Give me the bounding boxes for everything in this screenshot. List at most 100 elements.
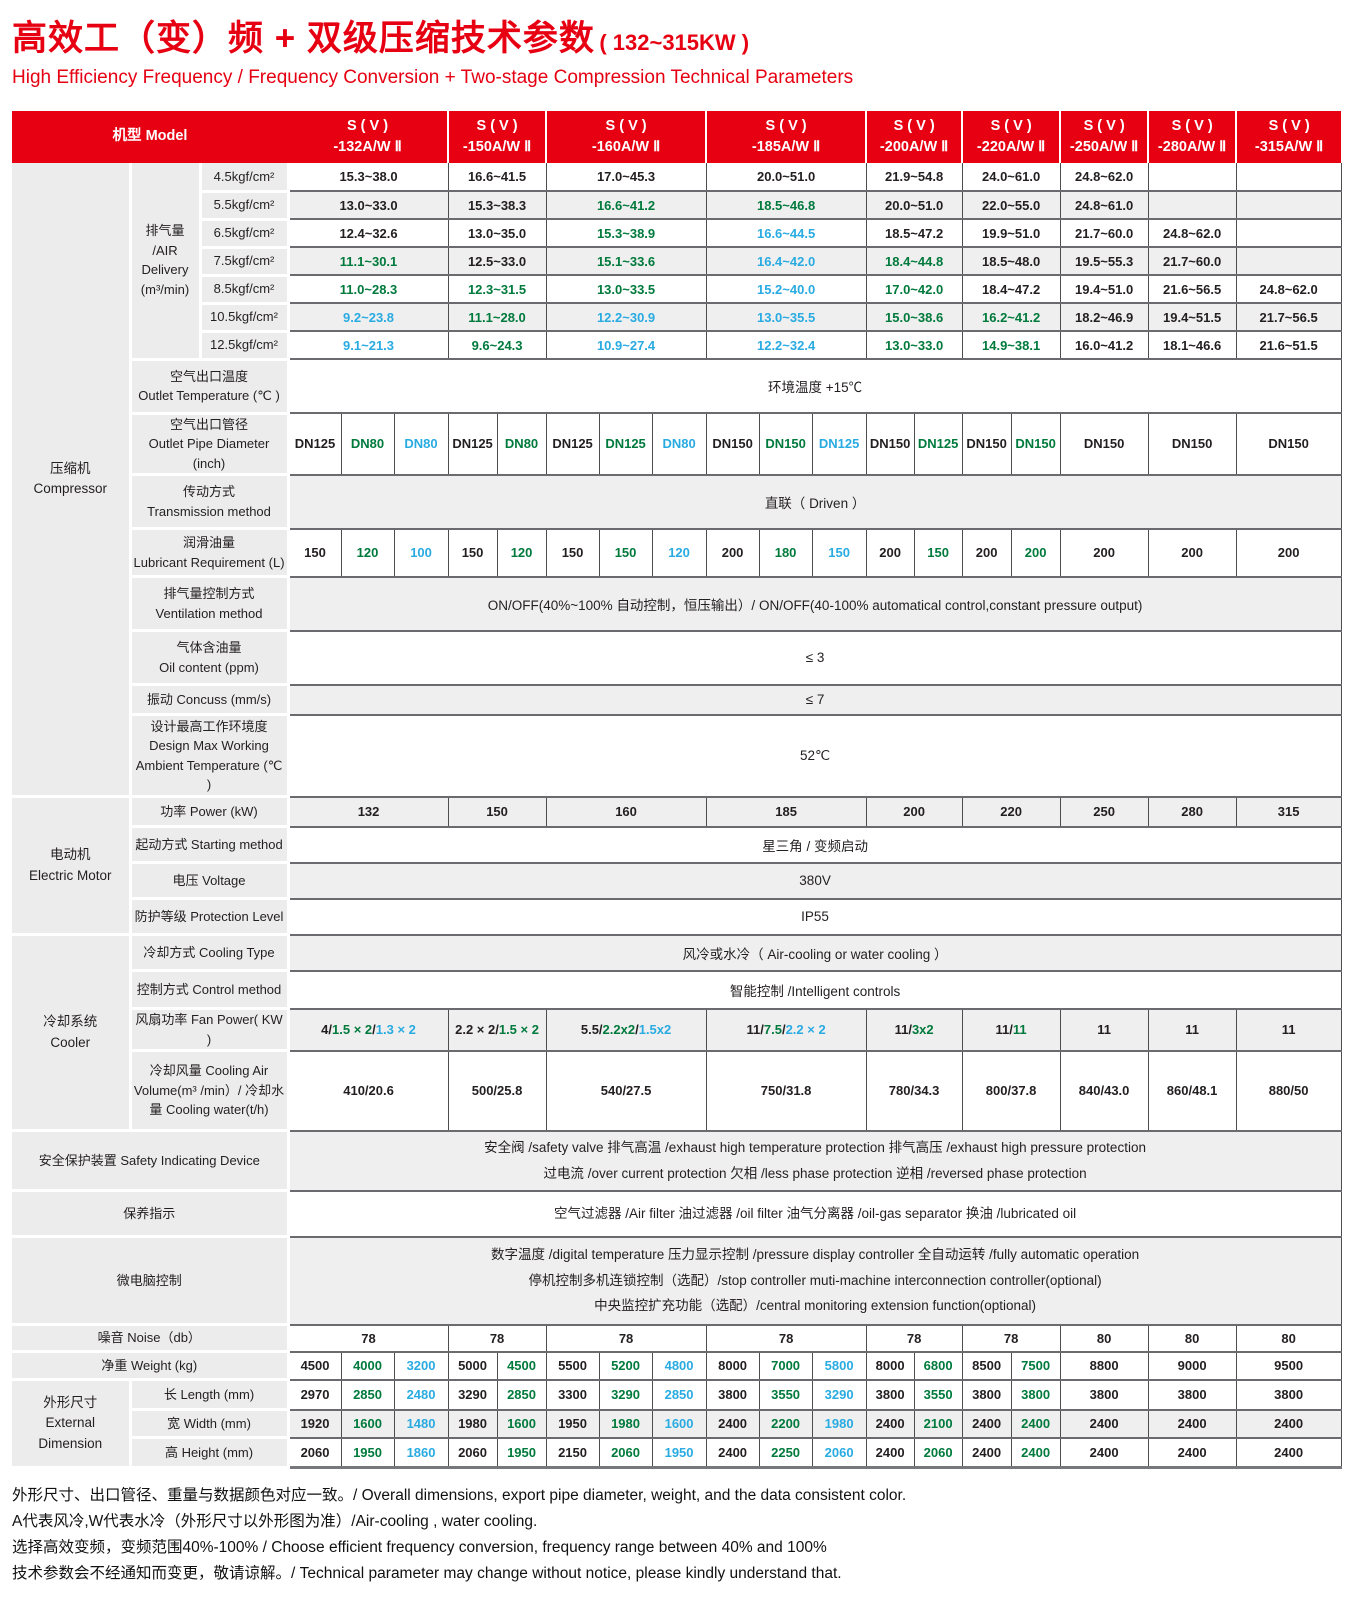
value-cell: 19.4~51.5 bbox=[1147, 303, 1237, 332]
row-label: 风扇功率 Fan Power( KW ) bbox=[130, 1008, 290, 1052]
row-label: 振动 Concuss (mm/s) bbox=[130, 684, 290, 716]
value-cell: 2400 bbox=[865, 1409, 915, 1439]
value-cell: 3800 bbox=[1010, 1379, 1061, 1411]
value-cell: 6800 bbox=[913, 1351, 963, 1381]
value-cell: 150 bbox=[287, 528, 342, 578]
value-cell: 20.0~51.0 bbox=[865, 191, 963, 220]
value-cell: 11/3x2 bbox=[865, 1008, 963, 1052]
row-label: 防护等级 Protection Level bbox=[130, 898, 290, 936]
value-cell: 200 bbox=[1059, 528, 1149, 578]
value-cell: 13.0~33.0 bbox=[287, 191, 449, 220]
model-header: S ( V ) -132A/W Ⅱ bbox=[288, 111, 449, 163]
air-delivery-label: 排气量 /AIR Delivery (m³/min) bbox=[130, 163, 202, 361]
value-cell: 12.2~30.9 bbox=[545, 303, 707, 332]
parameter-rows: 压缩机 Compressor 排气量 /AIR Delivery (m³/min) 4… bbox=[12, 163, 1342, 1469]
value-cell: 3300 bbox=[545, 1379, 600, 1411]
value-cell: 4800 bbox=[651, 1351, 707, 1381]
value-cell: 2400 bbox=[1010, 1437, 1061, 1469]
value-cell: 13.0~35.5 bbox=[705, 303, 867, 332]
model-header: S ( V ) -280A/W Ⅱ bbox=[1147, 111, 1237, 163]
model-header: S ( V ) -160A/W Ⅱ bbox=[545, 111, 707, 163]
value-cell: 3800 bbox=[865, 1379, 915, 1411]
value-cell: 1950 bbox=[651, 1437, 707, 1469]
value-cell: 1980 bbox=[598, 1409, 653, 1439]
value-cell: 13.0~33.0 bbox=[865, 331, 963, 360]
value-cell: 9500 bbox=[1235, 1351, 1342, 1381]
value-cell: 2400 bbox=[1059, 1409, 1149, 1439]
value-cell: 11 bbox=[1147, 1008, 1237, 1052]
value-cell: 4000 bbox=[340, 1351, 395, 1381]
value-cell: DN150 bbox=[865, 413, 915, 476]
value-cell: 150 bbox=[598, 528, 653, 578]
row-label: 空气出口温度 Outlet Temperature (℃ ) bbox=[130, 359, 290, 415]
value-cell: DN125 bbox=[598, 413, 653, 476]
value-cell: 1950 bbox=[545, 1409, 600, 1439]
merged-value-cell: 风冷或水冷（ Air-cooling or water cooling ） bbox=[287, 934, 1342, 972]
value-cell: 1600 bbox=[340, 1409, 395, 1439]
pressure-label: 10.5kgf/cm² bbox=[200, 303, 290, 333]
value-cell: DN150 bbox=[1235, 413, 1342, 476]
value-cell: DN80 bbox=[651, 413, 707, 476]
value-cell bbox=[1235, 247, 1342, 276]
page-subtitle: High Efficiency Frequency / Frequency Co… bbox=[12, 67, 854, 88]
value-cell: 150 bbox=[545, 528, 600, 578]
value-cell: 19.4~51.0 bbox=[1059, 275, 1149, 304]
value-cell: 185 bbox=[705, 796, 867, 828]
value-cell: 15.0~38.6 bbox=[865, 303, 963, 332]
value-cell: 500/25.8 bbox=[447, 1050, 547, 1132]
value-cell: 18.5~47.2 bbox=[865, 219, 963, 248]
value-cell: 17.0~42.0 bbox=[865, 275, 963, 304]
value-cell: 3800 bbox=[705, 1379, 760, 1411]
row-label: 控制方式 Control method bbox=[130, 970, 290, 1010]
value-cell: 800/37.8 bbox=[961, 1050, 1061, 1132]
value-cell: 18.5~48.0 bbox=[961, 247, 1061, 276]
value-cell: 12.4~32.6 bbox=[287, 219, 449, 248]
value-cell: 2060 bbox=[811, 1437, 867, 1469]
value-cell: 11.1~28.0 bbox=[447, 303, 547, 332]
row-label: 长 Length (mm) bbox=[130, 1379, 290, 1411]
value-cell: 20.0~51.0 bbox=[705, 163, 867, 192]
value-cell: 200 bbox=[1010, 528, 1061, 578]
value-cell bbox=[1147, 163, 1237, 192]
value-cell: 16.2~41.2 bbox=[961, 303, 1061, 332]
value-cell: DN80 bbox=[340, 413, 395, 476]
page-title-zh: 高效工（变）频 + 双级压缩技术参数 bbox=[12, 19, 595, 58]
value-cell: 19.9~51.0 bbox=[961, 219, 1061, 248]
merged-value-cell: IP55 bbox=[287, 898, 1342, 936]
row-label: 润滑油量 Lubricant Requirement (L) bbox=[130, 528, 290, 578]
value-cell: 2250 bbox=[758, 1437, 813, 1469]
pressure-label: 12.5kgf/cm² bbox=[200, 331, 290, 361]
value-cell: 2400 bbox=[1010, 1409, 1061, 1439]
value-cell: 2200 bbox=[758, 1409, 813, 1439]
value-cell: 21.7~60.0 bbox=[1147, 247, 1237, 276]
section-label: 压缩机 Compressor bbox=[12, 163, 132, 798]
merged-value-cell: 智能控制 /Intelligent controls bbox=[287, 970, 1342, 1010]
value-cell: 11/7.5/2.2 × 2 bbox=[705, 1008, 867, 1052]
value-cell: 11/11 bbox=[961, 1008, 1061, 1052]
value-cell: 120 bbox=[496, 528, 547, 578]
merged-value-cell: ≤ 3 bbox=[287, 630, 1342, 686]
value-cell: 540/27.5 bbox=[545, 1050, 707, 1132]
value-cell: 4500 bbox=[287, 1351, 342, 1381]
value-cell: 100 bbox=[393, 528, 449, 578]
value-cell: 15.3~38.3 bbox=[447, 191, 547, 220]
row-label: 功率 Power (kW) bbox=[130, 796, 290, 828]
model-header: S ( V ) -185A/W Ⅱ bbox=[705, 111, 867, 163]
value-cell: 80 bbox=[1147, 1324, 1237, 1353]
value-cell: 180 bbox=[758, 528, 813, 578]
row-label: 安全保护装置 Safety Indicating Device bbox=[12, 1130, 290, 1192]
value-cell: DN125 bbox=[287, 413, 342, 476]
value-cell: 1950 bbox=[340, 1437, 395, 1469]
value-cell: 2.2 × 2/1.5 × 2 bbox=[447, 1008, 547, 1052]
value-cell: DN125 bbox=[913, 413, 963, 476]
value-cell: 24.0~61.0 bbox=[961, 163, 1061, 192]
row-label: 气体含油量 Oil content (ppm) bbox=[130, 630, 290, 686]
value-cell: 1980 bbox=[447, 1409, 498, 1439]
merged-value-cell: 安全阀 /safety valve 排气高温 /exhaust high tem… bbox=[287, 1130, 1342, 1192]
value-cell bbox=[1235, 191, 1342, 220]
value-cell: 78 bbox=[865, 1324, 963, 1353]
value-cell: 24.8~61.0 bbox=[1059, 191, 1149, 220]
value-cell: DN125 bbox=[811, 413, 867, 476]
model-header: S ( V ) -200A/W Ⅱ bbox=[865, 111, 963, 163]
value-cell: 2480 bbox=[393, 1379, 449, 1411]
